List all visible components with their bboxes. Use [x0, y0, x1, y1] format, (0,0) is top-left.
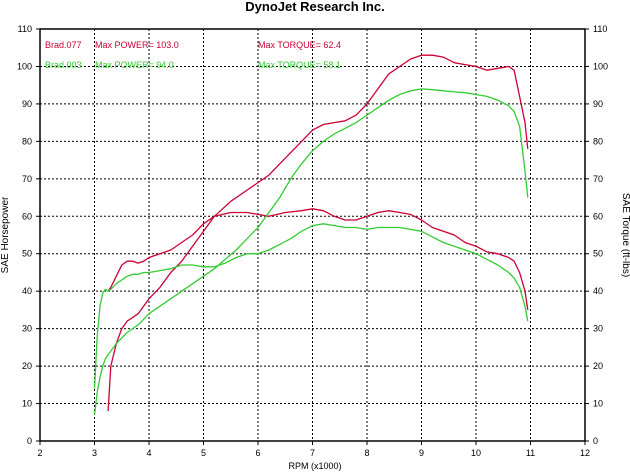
- x-tick-label: 6: [255, 448, 260, 458]
- x-tick-label: 9: [419, 448, 424, 458]
- y-tick-label-right: 90: [593, 99, 603, 109]
- y-ticks-left: 0 10 20 30 40 50 60 70 80 90 100 110: [17, 24, 40, 446]
- y-tick-label-left: 40: [22, 286, 32, 296]
- x-tick-label: 4: [146, 448, 151, 458]
- x-tick-label: 11: [526, 448, 535, 458]
- x-tick-label: 5: [201, 448, 206, 458]
- y-tick-label-right: 40: [593, 286, 603, 296]
- y-tick-label-right: 30: [593, 324, 603, 334]
- plot-frame: [39, 28, 586, 442]
- chart-title: DynoJet Research Inc.: [245, 0, 384, 14]
- series-line-brad003_torque: [93, 223, 529, 389]
- y-tick-label-right: 20: [593, 361, 603, 371]
- series-line-brad003_power: [93, 88, 529, 415]
- y-tick-label-left: 100: [17, 61, 32, 71]
- y-tick-label-left: 20: [22, 361, 32, 371]
- y-tick-label-left: 80: [22, 136, 32, 146]
- series-line-brad077_torque: [107, 208, 529, 310]
- x-tick-label: 2: [37, 448, 42, 458]
- y-tick-label-right: 70: [593, 174, 603, 184]
- y-tick-label-right: 0: [593, 436, 598, 446]
- series-lines: [93, 54, 529, 415]
- y-tick-label-right: 60: [593, 211, 603, 221]
- y-tick-label-right: 110: [593, 24, 607, 34]
- y-axis-label-right: SAE Torque (ft-lbs): [620, 193, 630, 277]
- x-tick-label: 8: [364, 448, 369, 458]
- y-tick-label-left: 70: [22, 174, 32, 184]
- y-ticks-right: 0 10 20 30 40 50 60 70 80 90 100 110: [585, 24, 608, 446]
- y-tick-label-left: 10: [22, 399, 32, 409]
- legend-run-2: Brad.003: [45, 60, 82, 70]
- legend-power-1: Max POWER= 103.0: [95, 40, 179, 50]
- x-tick-label: 7: [310, 448, 315, 458]
- legend-power-2: Max POWER= 94.0: [95, 60, 174, 70]
- y-tick-label-left: 90: [22, 99, 32, 109]
- y-tick-label-left: 60: [22, 211, 32, 221]
- grid: [40, 29, 585, 441]
- x-tick-label: 10: [471, 448, 481, 458]
- y-tick-label-right: 50: [593, 249, 603, 259]
- y-tick-label-right: 80: [593, 136, 603, 146]
- series-line-brad077_power: [107, 54, 529, 412]
- x-axis-label: RPM (x1000): [288, 461, 341, 471]
- y-tick-label-left: 110: [18, 24, 32, 34]
- y-tick-label-left: 30: [22, 324, 32, 334]
- legend-torque-1: Max TORQUE= 62.4: [258, 40, 341, 50]
- x-tick-label: 3: [92, 448, 97, 458]
- y-tick-label-right: 100: [593, 61, 608, 71]
- legend-torque-2: Max TORQUE= 58.1: [258, 60, 341, 70]
- y-tick-label-left: 0: [27, 436, 32, 446]
- x-tick-label: 12: [580, 448, 590, 458]
- x-ticks: 2 3 4 5 6 7 8 9 10 11 12: [37, 441, 590, 458]
- y-axis-label-left: SAE Horsepower: [0, 196, 11, 273]
- legend-run-1: Brad.077: [45, 40, 82, 50]
- y-tick-label-right: 10: [593, 399, 603, 409]
- y-tick-label-left: 50: [22, 249, 32, 259]
